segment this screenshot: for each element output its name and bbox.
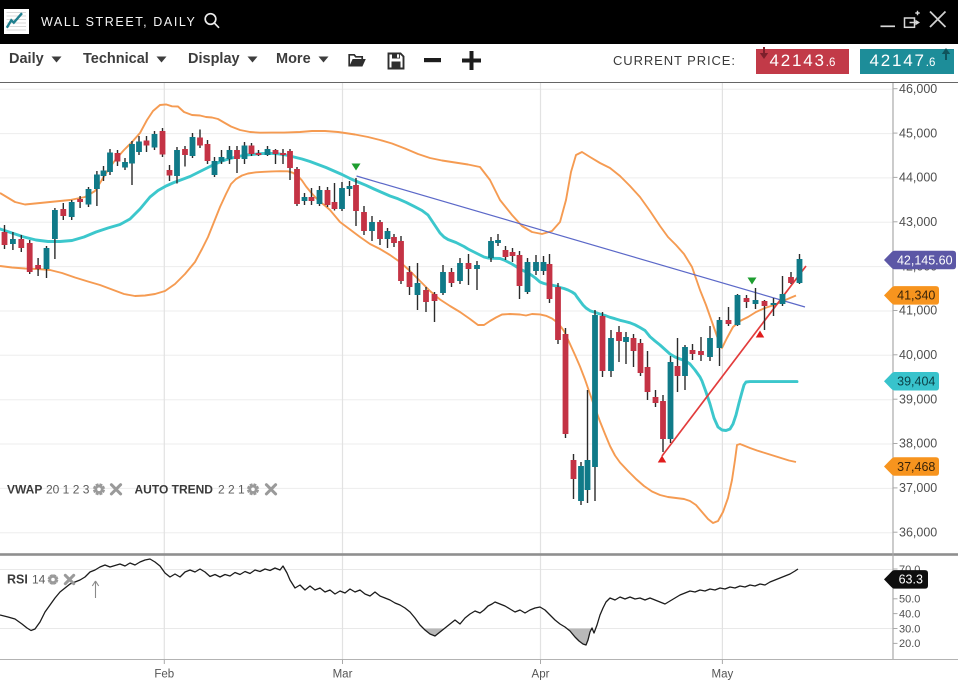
- svg-text:40.0: 40.0: [899, 608, 920, 620]
- svg-text:37,000: 37,000: [899, 481, 937, 495]
- svg-text:30.0: 30.0: [899, 623, 920, 635]
- svg-text:39,404: 39,404: [897, 375, 935, 389]
- svg-text:38,000: 38,000: [899, 437, 937, 451]
- svg-text:45,000: 45,000: [899, 126, 937, 140]
- svg-text:Feb: Feb: [154, 669, 174, 681]
- svg-text:RSI: RSI: [7, 573, 28, 587]
- svg-text:43,000: 43,000: [899, 215, 937, 229]
- svg-text:36,000: 36,000: [899, 525, 937, 539]
- svg-text:37,468: 37,468: [897, 460, 935, 474]
- svg-text:Apr: Apr: [532, 669, 550, 681]
- svg-text:20.0: 20.0: [899, 638, 920, 650]
- svg-text:41,340: 41,340: [897, 289, 935, 303]
- svg-text:46,000: 46,000: [899, 82, 937, 96]
- svg-text:44,000: 44,000: [899, 171, 937, 185]
- svg-text:Mar: Mar: [333, 669, 353, 681]
- svg-text:AUTO TREND: AUTO TREND: [135, 483, 214, 497]
- svg-text:40,000: 40,000: [899, 348, 937, 362]
- svg-text:39,000: 39,000: [899, 392, 937, 406]
- svg-text:42,145.60: 42,145.60: [897, 253, 953, 267]
- svg-text:20 1 2 3: 20 1 2 3: [46, 483, 90, 497]
- svg-text:2 2 1: 2 2 1: [218, 483, 245, 497]
- svg-text:63.3: 63.3: [899, 573, 923, 587]
- svg-text:May: May: [712, 669, 734, 681]
- svg-text:14: 14: [32, 573, 46, 587]
- svg-text:VWAP: VWAP: [7, 483, 42, 497]
- svg-text:41,000: 41,000: [899, 304, 937, 318]
- svg-text:50.0: 50.0: [899, 594, 920, 606]
